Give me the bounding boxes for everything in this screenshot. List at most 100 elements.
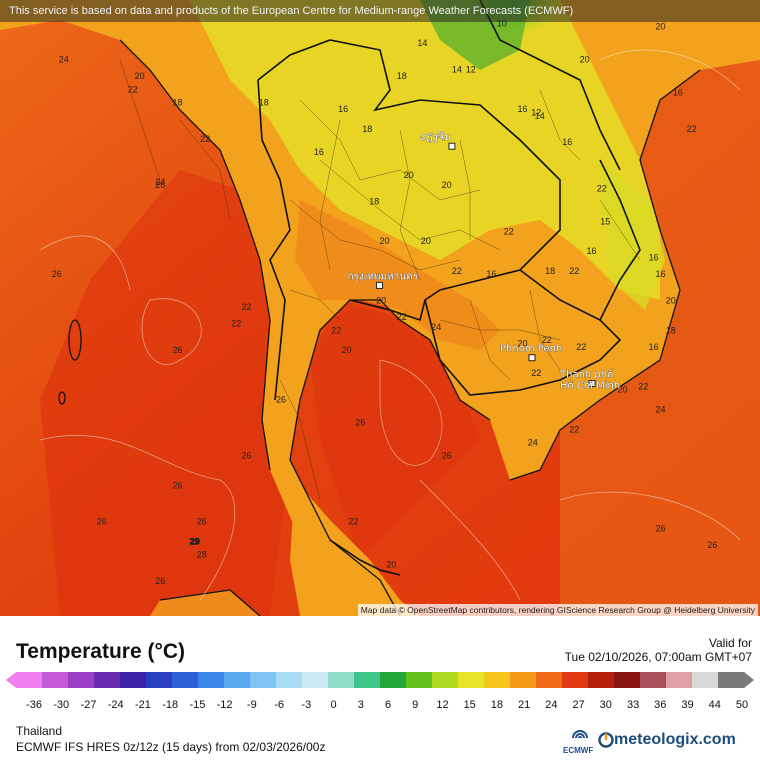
colorbar-tick-label: 9 — [412, 699, 418, 711]
temperature-value-label: 16 — [518, 104, 528, 114]
temperature-value-label: 22 — [128, 84, 138, 94]
colorbar-tick-label: 12 — [436, 699, 448, 711]
temperature-value-label: 16 — [649, 342, 659, 352]
temperature-value-label: 20 — [135, 71, 145, 81]
temperature-value-label: 22 — [542, 335, 552, 345]
city-marker[interactable] — [588, 380, 596, 387]
temperature-value-label: 22 — [687, 124, 697, 134]
valid-label: Valid for — [708, 636, 752, 650]
temperature-value-label: 26 — [52, 269, 62, 279]
temperature-value-label: 22 — [452, 266, 462, 276]
colorbar-tick-label: 44 — [709, 699, 721, 711]
colorbar-tick-label: 27 — [572, 699, 584, 711]
colorbar-tick-label: 6 — [385, 699, 391, 711]
colorbar-segment — [94, 672, 121, 688]
colorbar-segment — [120, 672, 147, 688]
colorbar-tick-label: -24 — [108, 699, 124, 711]
colorbar-segment — [458, 672, 485, 688]
city-label: Phnom Penh — [500, 344, 562, 355]
temperature-value-label: 20 — [342, 345, 352, 355]
temperature-value-label: 26 — [173, 480, 183, 490]
temperature-value-label: 16 — [649, 253, 659, 263]
temperature-value-label: 24 — [528, 438, 538, 448]
valid-time: Tue 02/10/2026, 07:00am GMT+07 — [564, 650, 752, 664]
colorbar-tick-label: -15 — [189, 699, 205, 711]
city-marker[interactable] — [448, 142, 456, 150]
colorbar-tick-label: 24 — [545, 699, 557, 711]
colorbar-tick-label: 30 — [600, 699, 612, 711]
temperature-value-label: 12 — [531, 108, 541, 118]
colorbar-segment — [198, 672, 225, 688]
max-temperature-label: 29 — [190, 537, 200, 547]
temperature-value-label: 18 — [173, 98, 183, 108]
gulf-of-thailand-area — [310, 300, 480, 560]
temperature-value-label: 18 — [397, 71, 407, 81]
temperature-value-label: 16 — [314, 147, 324, 157]
colorbar-segment — [16, 672, 43, 688]
meteologix-logo-icon — [598, 732, 614, 748]
temperature-value-label: 18 — [545, 266, 555, 276]
temperature-value-label: 26 — [173, 345, 183, 355]
temperature-value-label: 12 — [466, 65, 476, 75]
colorbar-tick-label: -21 — [135, 699, 151, 711]
temperature-value-label: 26 — [707, 540, 717, 550]
temperature-value-label: 26 — [97, 517, 107, 527]
inland-warm-zone — [295, 200, 500, 350]
temperature-colorbar: -36 -30 -27 -24 -21 -18 -15 -12 -9 -6 -3 0 3 6 9 12 15 18… — [6, 672, 754, 711]
temperature-value-label: 20 — [666, 296, 676, 306]
temperature-value-label: 20 — [421, 236, 431, 246]
temperature-value-label: 26 — [355, 418, 365, 428]
peninsula-landmass — [290, 480, 420, 616]
temperature-value-label: 16 — [673, 88, 683, 98]
colorbar-tick-label: -9 — [247, 699, 257, 711]
city-marker[interactable] — [528, 354, 536, 362]
colorbar-left-arrow-icon — [6, 672, 16, 688]
temperature-value-label: 16 — [656, 269, 666, 279]
temperature-value-label: 24 — [155, 177, 165, 187]
temperature-value-label: 14 — [452, 65, 462, 75]
temperature-value-label: 22 — [569, 424, 579, 434]
colorbar-segment — [536, 672, 563, 688]
colorbar-segment — [172, 672, 199, 688]
colorbar-segment — [68, 672, 95, 688]
colorbar-segment — [224, 672, 251, 688]
temperature-value-label: 15 — [600, 216, 610, 226]
temperature-value-label: 16 — [338, 104, 348, 114]
temperature-value-label: 24 — [656, 405, 666, 415]
andaman-sea-area — [40, 170, 300, 616]
colorbar-tick-label: 15 — [464, 699, 476, 711]
colorbar-tick-label: 39 — [681, 699, 693, 711]
temperature-value-label: 24 — [59, 55, 69, 65]
vietnam-highland-zone — [600, 160, 665, 310]
city-marker[interactable] — [376, 281, 383, 289]
meteologix-brand[interactable]: meteologix.com — [614, 731, 736, 748]
temperature-value-label: 22 — [576, 342, 586, 352]
ecmwf-logo-icon — [572, 730, 588, 739]
temperature-value-label: 22 — [397, 312, 407, 322]
model-run-info: ECMWF IFS HRES 0z/12z (15 days) from 02/… — [16, 740, 326, 754]
colorbar-segment — [562, 672, 589, 688]
temperature-value-label: 16 — [562, 137, 572, 147]
temperature-value-label: 26 — [155, 576, 165, 586]
colorbar-segment — [380, 672, 407, 688]
temperature-value-label: 22 — [504, 226, 514, 236]
colorbar-segment — [614, 672, 641, 688]
map-attribution[interactable]: Map data © OpenStreetMap contributors, r… — [357, 604, 758, 616]
temperature-value-label: 14 — [417, 38, 427, 48]
colorbar-segment — [42, 672, 69, 688]
temperature-value-label: 14 — [535, 111, 545, 121]
colorbar-segment — [588, 672, 615, 688]
colorbar-segment — [640, 672, 667, 688]
isotherms — [39, 49, 741, 601]
colorbar-tick-label: 36 — [654, 699, 666, 711]
legend-title: Temperature (°C) — [16, 640, 186, 663]
colorbar-tick-label: -30 — [53, 699, 69, 711]
colorbar-tick-label: -18 — [162, 699, 178, 711]
temperature-value-label: 22 — [231, 319, 241, 329]
ecmwf-banner: This service is based on data and produc… — [0, 0, 760, 22]
colorbar-tick-label: 18 — [491, 699, 503, 711]
temperature-value-label: 26 — [442, 451, 452, 461]
city-label: Thành phố — [559, 369, 613, 381]
